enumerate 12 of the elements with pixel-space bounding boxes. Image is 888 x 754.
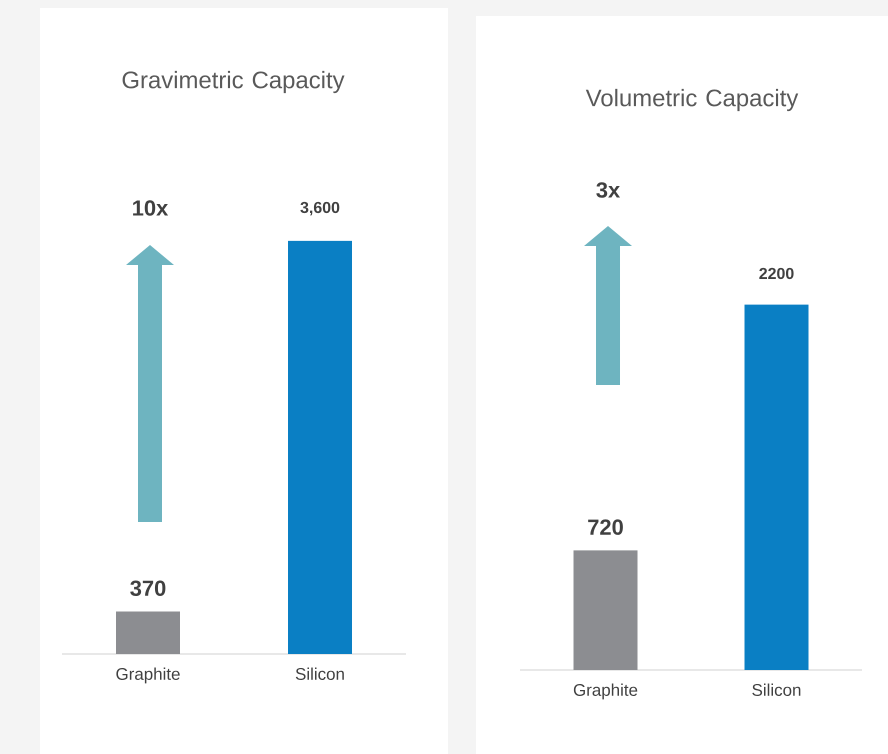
text: 10x: [133, 200, 168, 216]
data-label: 2200: [759, 268, 794, 280]
data-label: 370: [130, 580, 166, 596]
x-tick-label: Graphite: [116, 668, 180, 684]
chart-title: Gravimetric Capacity: [122, 70, 345, 94]
text: 3x: [596, 182, 620, 198]
chart-title: Volumetric Capacity: [586, 88, 798, 112]
data-label: 3,600: [300, 202, 340, 216]
x-tick-label: Silicon: [296, 668, 344, 680]
x-tick-label: Silicon: [752, 684, 800, 696]
x-tick-label: Graphite: [574, 684, 638, 700]
data-label: 720: [588, 519, 623, 535]
